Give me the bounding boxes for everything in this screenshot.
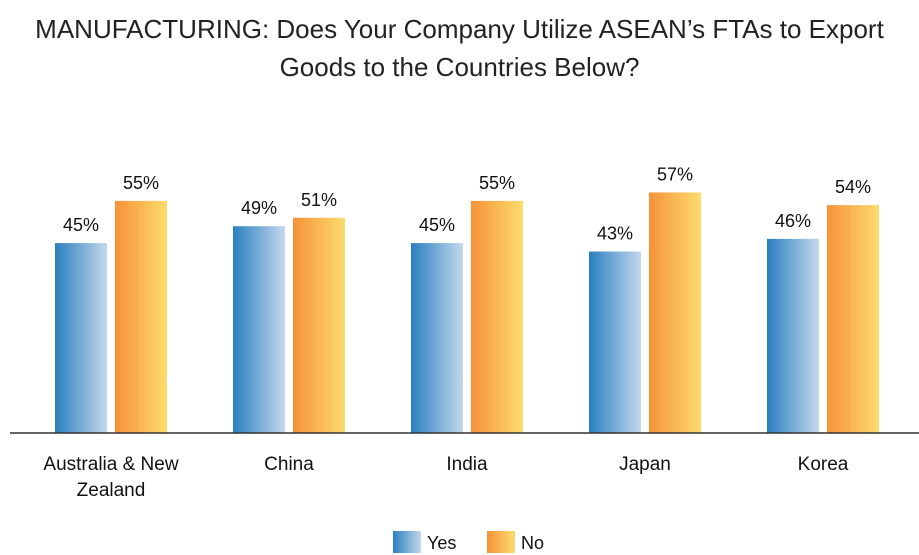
value-label: 45% xyxy=(63,215,99,235)
x-tick-label: India xyxy=(446,454,488,475)
x-tick-label: Korea xyxy=(797,454,849,475)
value-label: 55% xyxy=(123,173,159,193)
bar xyxy=(589,251,641,433)
value-label: 55% xyxy=(479,173,515,193)
legend-label: No xyxy=(521,533,544,553)
bar xyxy=(471,200,523,433)
bar xyxy=(767,238,819,433)
value-label: 54% xyxy=(835,177,871,197)
value-label: 57% xyxy=(657,164,693,184)
bar xyxy=(411,243,463,433)
legend-swatch xyxy=(487,531,515,553)
bar xyxy=(115,200,167,433)
bar xyxy=(827,205,879,433)
value-label: 49% xyxy=(241,198,277,218)
bar xyxy=(293,217,345,433)
bar xyxy=(649,192,701,433)
bar xyxy=(233,226,285,433)
value-label: 45% xyxy=(419,215,455,235)
x-tick-label: Japan xyxy=(619,454,671,475)
x-tick-label: China xyxy=(264,454,314,475)
legend-label: Yes xyxy=(427,533,456,553)
chart-title: MANUFACTURING: Does Your Company Utilize… xyxy=(35,14,884,82)
value-label: 51% xyxy=(301,190,337,210)
value-label: 43% xyxy=(597,224,633,244)
legend-swatch xyxy=(393,531,421,553)
bar xyxy=(55,243,107,433)
x-tick-label: Australia & New Zealand xyxy=(43,454,179,501)
value-label: 46% xyxy=(775,211,811,231)
